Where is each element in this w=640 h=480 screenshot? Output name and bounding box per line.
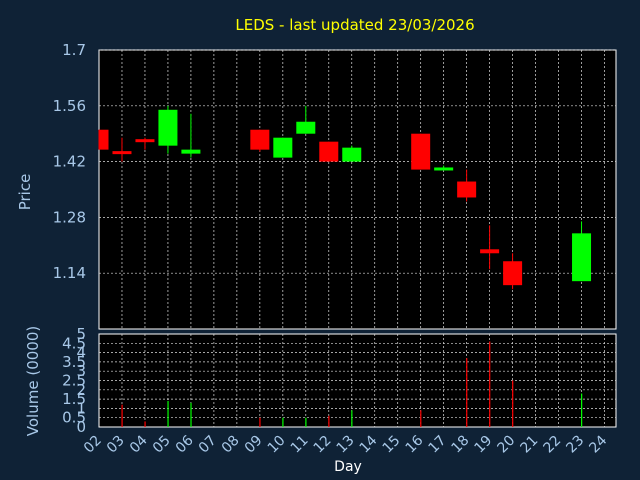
x-tick-label: 02 — [81, 433, 105, 457]
volume-bar — [351, 410, 353, 427]
volume-tick-label: 0 — [76, 418, 86, 436]
x-tick-label: 08 — [219, 433, 243, 457]
candle — [296, 105, 316, 134]
price-tick-label: 1.28 — [53, 208, 86, 226]
candle — [135, 137, 155, 150]
price-plot-area — [98, 49, 617, 330]
volume-tick-label: 2.5 — [62, 372, 86, 390]
candle — [342, 145, 362, 162]
candle — [250, 129, 270, 152]
volume-bar — [190, 402, 192, 427]
price-tick-label: 1.56 — [53, 97, 86, 115]
candle — [572, 221, 592, 282]
volume-tick-label: 3.5 — [62, 353, 86, 371]
volume-tick-label: 0.5 — [62, 409, 86, 427]
volume-tick-label: 5 — [76, 325, 86, 343]
x-tick-label: 16 — [403, 432, 427, 456]
candle-body — [273, 137, 293, 158]
candle-body — [181, 149, 201, 154]
volume-bar — [121, 404, 123, 427]
candle-body — [99, 129, 109, 150]
candle — [158, 105, 178, 154]
price-tick-label: 1.14 — [53, 264, 86, 282]
x-tick-label: 12 — [311, 433, 335, 457]
volume-bar — [466, 358, 468, 427]
x-tick-label: 07 — [196, 433, 220, 457]
volume-y-axis: 54.543.532.521.510.50 — [62, 325, 86, 436]
volume-bar — [489, 341, 491, 427]
volume-bar — [581, 393, 583, 427]
candle-body — [434, 167, 454, 171]
volume-axis-label: Volume (0000) — [24, 326, 42, 436]
x-tick-label: 19 — [472, 433, 496, 457]
candle-body — [480, 249, 500, 254]
x-tick-label: 13 — [334, 433, 358, 457]
volume-bar — [305, 417, 307, 427]
volume-tick-label: 4 — [76, 344, 86, 362]
candle-body — [503, 261, 523, 286]
candle-body — [296, 121, 316, 134]
candle — [480, 225, 500, 270]
chart-title: LEDS - last updated 23/03/2026 — [235, 16, 474, 34]
candle-body — [411, 133, 431, 170]
volume-bar — [282, 417, 284, 427]
x-tick-label: 20 — [495, 433, 519, 457]
price-tick-label: 1.7 — [62, 41, 86, 59]
x-tick-label: 14 — [357, 432, 381, 456]
volume-plot-area — [98, 333, 617, 428]
candle-body — [158, 109, 178, 146]
x-tick-label: 15 — [380, 433, 404, 457]
x-tick-label: 24 — [586, 432, 610, 456]
x-tick-label: 21 — [517, 433, 541, 457]
volume-tick-label: 2 — [76, 381, 86, 399]
candle — [434, 165, 454, 171]
candle — [112, 137, 132, 162]
volume-series — [121, 341, 583, 427]
x-tick-label: 11 — [288, 433, 312, 457]
candle — [98, 129, 109, 150]
candle — [273, 137, 293, 158]
x-tick-label: 05 — [150, 433, 174, 457]
volume-bar — [420, 410, 422, 427]
price-axis-label: Price — [16, 174, 34, 211]
volume-tick-label: 4.5 — [62, 334, 86, 352]
volume-bar — [259, 417, 261, 427]
x-tick-label: 09 — [242, 433, 266, 457]
candle-body — [319, 141, 339, 162]
price-grid — [99, 49, 616, 329]
x-axis-label: Day — [334, 459, 362, 475]
candle-body — [457, 181, 477, 198]
x-tick-label: 23 — [563, 433, 587, 457]
price-y-axis: 1.7 1.56 1.42 1.28 1.14 — [53, 41, 86, 282]
candle-body — [135, 139, 155, 143]
x-tick-label: 22 — [540, 433, 564, 457]
x-tick-label: 18 — [449, 433, 473, 457]
volume-tick-label: 1 — [76, 399, 86, 417]
candle-body — [342, 147, 362, 162]
candle-body — [250, 129, 270, 150]
volume-bar — [167, 400, 169, 427]
candle — [411, 133, 431, 170]
x-tick-label: 17 — [426, 433, 450, 457]
price-tick-label: 1.42 — [53, 153, 86, 171]
candlestick-series — [98, 105, 592, 290]
day-x-axis: 02 03 04 05 06 07 08 09 10 11 12 13 14 15 16 17 18 19 20 21… — [81, 432, 610, 456]
volume-bar — [144, 421, 146, 427]
candle — [457, 169, 477, 202]
x-tick-label: 10 — [265, 433, 289, 457]
x-tick-label: 06 — [173, 432, 197, 456]
volume-bar — [328, 415, 330, 427]
volume-bar — [512, 380, 514, 427]
x-tick-label: 03 — [104, 433, 128, 457]
x-tick-label: 04 — [127, 432, 151, 456]
candle-body — [112, 151, 132, 155]
volume-tick-label: 3 — [76, 362, 86, 380]
candle — [503, 253, 523, 290]
candle-body — [572, 233, 592, 282]
candle — [319, 141, 339, 162]
volume-tick-label: 1.5 — [62, 390, 86, 408]
candle — [181, 113, 201, 158]
